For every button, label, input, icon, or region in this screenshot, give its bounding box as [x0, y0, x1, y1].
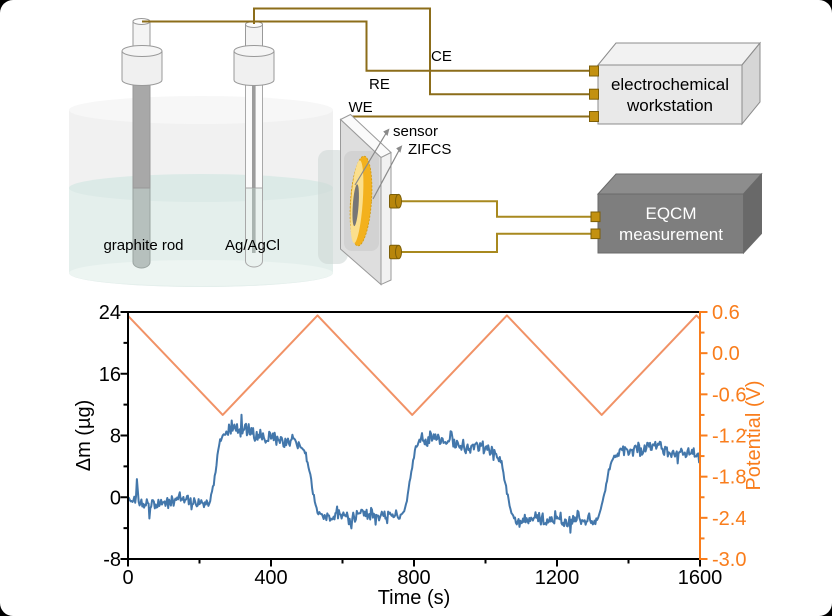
svg-text:24: 24 [99, 302, 121, 324]
svg-text:graphite rod: graphite rod [103, 237, 183, 254]
svg-text:ZIFCS: ZIFCS [408, 141, 451, 158]
svg-text:workstation: workstation [626, 96, 713, 115]
svg-text:-1.2: -1.2 [712, 426, 746, 448]
svg-text:-3.0: -3.0 [712, 549, 746, 571]
svg-text:Δm (µg): Δm (µg) [73, 400, 95, 472]
svg-text:0.0: 0.0 [712, 343, 740, 365]
svg-text:CE: CE [431, 48, 452, 65]
svg-text:Ag/AgCl: Ag/AgCl [225, 237, 280, 254]
svg-text:400: 400 [254, 567, 287, 589]
svg-text:1600: 1600 [678, 567, 723, 589]
svg-text:RE: RE [369, 76, 390, 93]
svg-text:0: 0 [122, 567, 133, 589]
svg-text:-0.6: -0.6 [712, 384, 746, 406]
svg-text:8: 8 [110, 426, 121, 448]
svg-text:800: 800 [397, 567, 430, 589]
svg-text:WE: WE [349, 99, 373, 116]
svg-text:1200: 1200 [535, 567, 580, 589]
svg-text:sensor: sensor [393, 123, 438, 140]
svg-text:EQCM: EQCM [646, 204, 697, 223]
svg-text:-1.8: -1.8 [712, 467, 746, 489]
svg-text:electrochemical: electrochemical [611, 75, 729, 94]
svg-text:-2.4: -2.4 [712, 508, 746, 530]
svg-text:Potential (V): Potential (V) [743, 380, 765, 490]
svg-text:-8: -8 [103, 549, 121, 571]
svg-text:0.6: 0.6 [712, 302, 740, 324]
svg-text:16: 16 [99, 364, 121, 386]
svg-text:measurement: measurement [619, 225, 723, 244]
svg-text:Time (s): Time (s) [378, 587, 451, 609]
svg-text:0: 0 [110, 487, 121, 509]
